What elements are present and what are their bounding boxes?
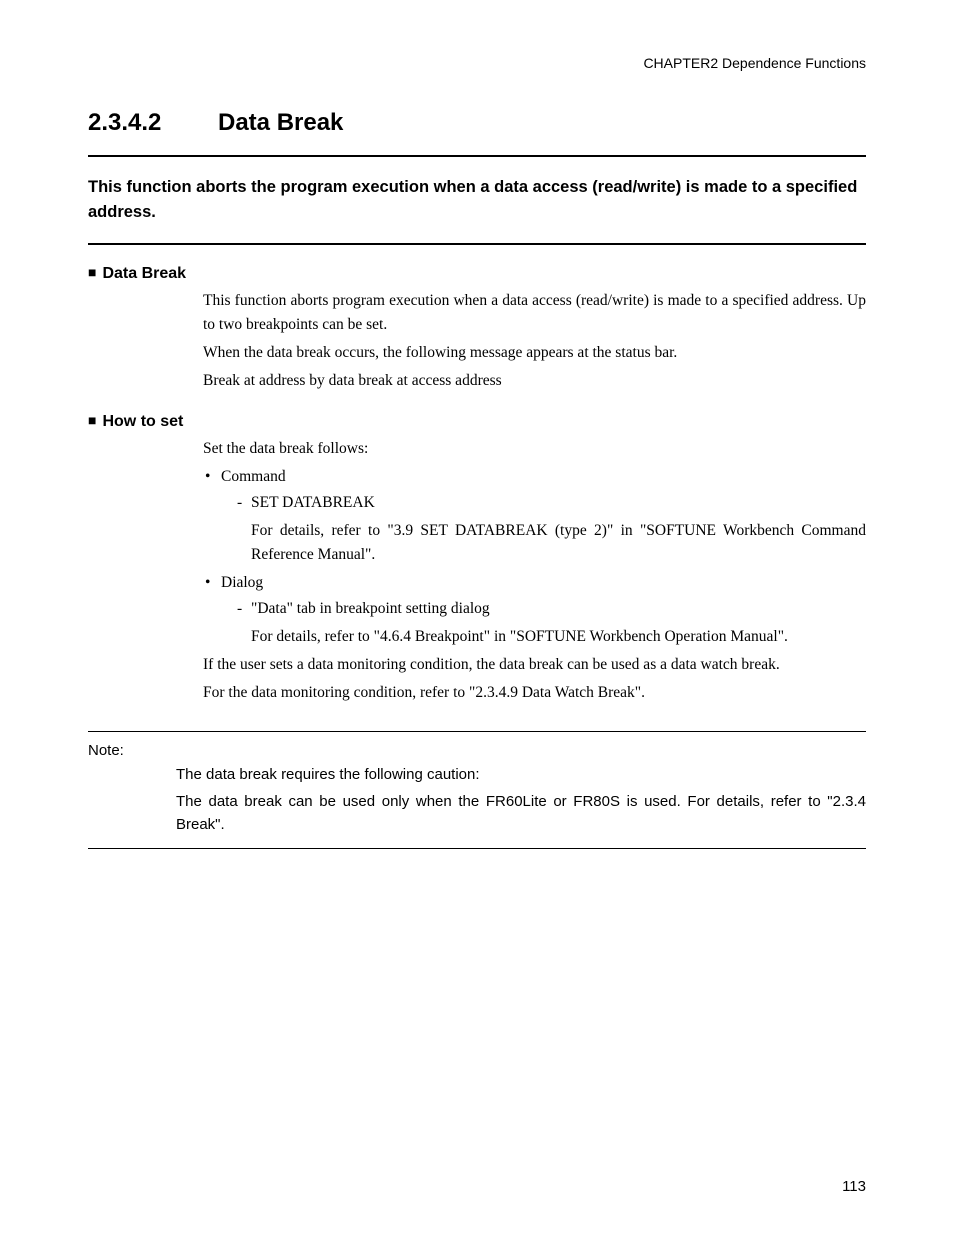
list-item: "Data" tab in breakpoint setting dialog …: [237, 597, 866, 649]
section-title: Data Break: [218, 109, 343, 136]
dash-detail: For details, refer to "3.9 SET DATABREAK…: [251, 519, 866, 567]
note-body: The data break requires the following ca…: [176, 763, 866, 837]
rule-note-top: [88, 731, 866, 732]
paragraph: The data break requires the following ca…: [176, 763, 866, 786]
dash-title: "Data" tab in breakpoint setting dialog: [251, 600, 490, 617]
subhead-title: How to set: [102, 413, 183, 430]
lead-paragraph: This function aborts the program executi…: [88, 175, 866, 225]
note-block: Note: The data break requires the follow…: [88, 731, 866, 850]
dash-list: SET DATABREAK For details, refer to "3.9…: [237, 491, 866, 567]
rule-after-lead: [88, 243, 866, 245]
list-item: Dialog "Data" tab in breakpoint setting …: [203, 571, 866, 649]
section-number: 2.3.4.2: [88, 109, 218, 137]
square-bullet-icon: ■: [88, 412, 96, 428]
paragraph: The data break can be used only when the…: [176, 790, 866, 837]
note-label: Note:: [88, 742, 866, 759]
rule-note-bottom: [88, 848, 866, 849]
list-item: SET DATABREAK For details, refer to "3.9…: [237, 491, 866, 567]
bullet-list: Command SET DATABREAK For details, refer…: [203, 465, 866, 649]
dash-list: "Data" tab in breakpoint setting dialog …: [237, 597, 866, 649]
paragraph: Set the data break follows:: [203, 437, 866, 461]
bullet-label: Command: [221, 468, 286, 485]
subhead-data-break: ■ Data Break: [88, 265, 866, 283]
subhead-title: Data Break: [102, 265, 186, 282]
section-heading: 2.3.4.2Data Break: [88, 109, 866, 137]
page: CHAPTER2 Dependence Functions 2.3.4.2Dat…: [0, 0, 954, 1235]
page-number: 113: [842, 1178, 866, 1195]
running-head: CHAPTER2 Dependence Functions: [88, 55, 866, 71]
paragraph: This function aborts program execution w…: [203, 289, 866, 337]
body-data-break: This function aborts program execution w…: [203, 289, 866, 393]
status-message: Break at address by data break at access…: [203, 369, 866, 393]
list-item: Command SET DATABREAK For details, refer…: [203, 465, 866, 567]
subhead-how-to-set: ■ How to set: [88, 413, 866, 431]
bullet-label: Dialog: [221, 574, 263, 591]
dash-title: SET DATABREAK: [251, 494, 375, 511]
square-bullet-icon: ■: [88, 264, 96, 280]
dash-detail: For details, refer to "4.6.4 Breakpoint"…: [251, 625, 866, 649]
paragraph: If the user sets a data monitoring condi…: [203, 653, 866, 677]
paragraph: When the data break occurs, the followin…: [203, 341, 866, 365]
paragraph: For the data monitoring condition, refer…: [203, 681, 866, 705]
rule-top: [88, 155, 866, 157]
body-how-to-set: Set the data break follows: Command SET …: [203, 437, 866, 705]
